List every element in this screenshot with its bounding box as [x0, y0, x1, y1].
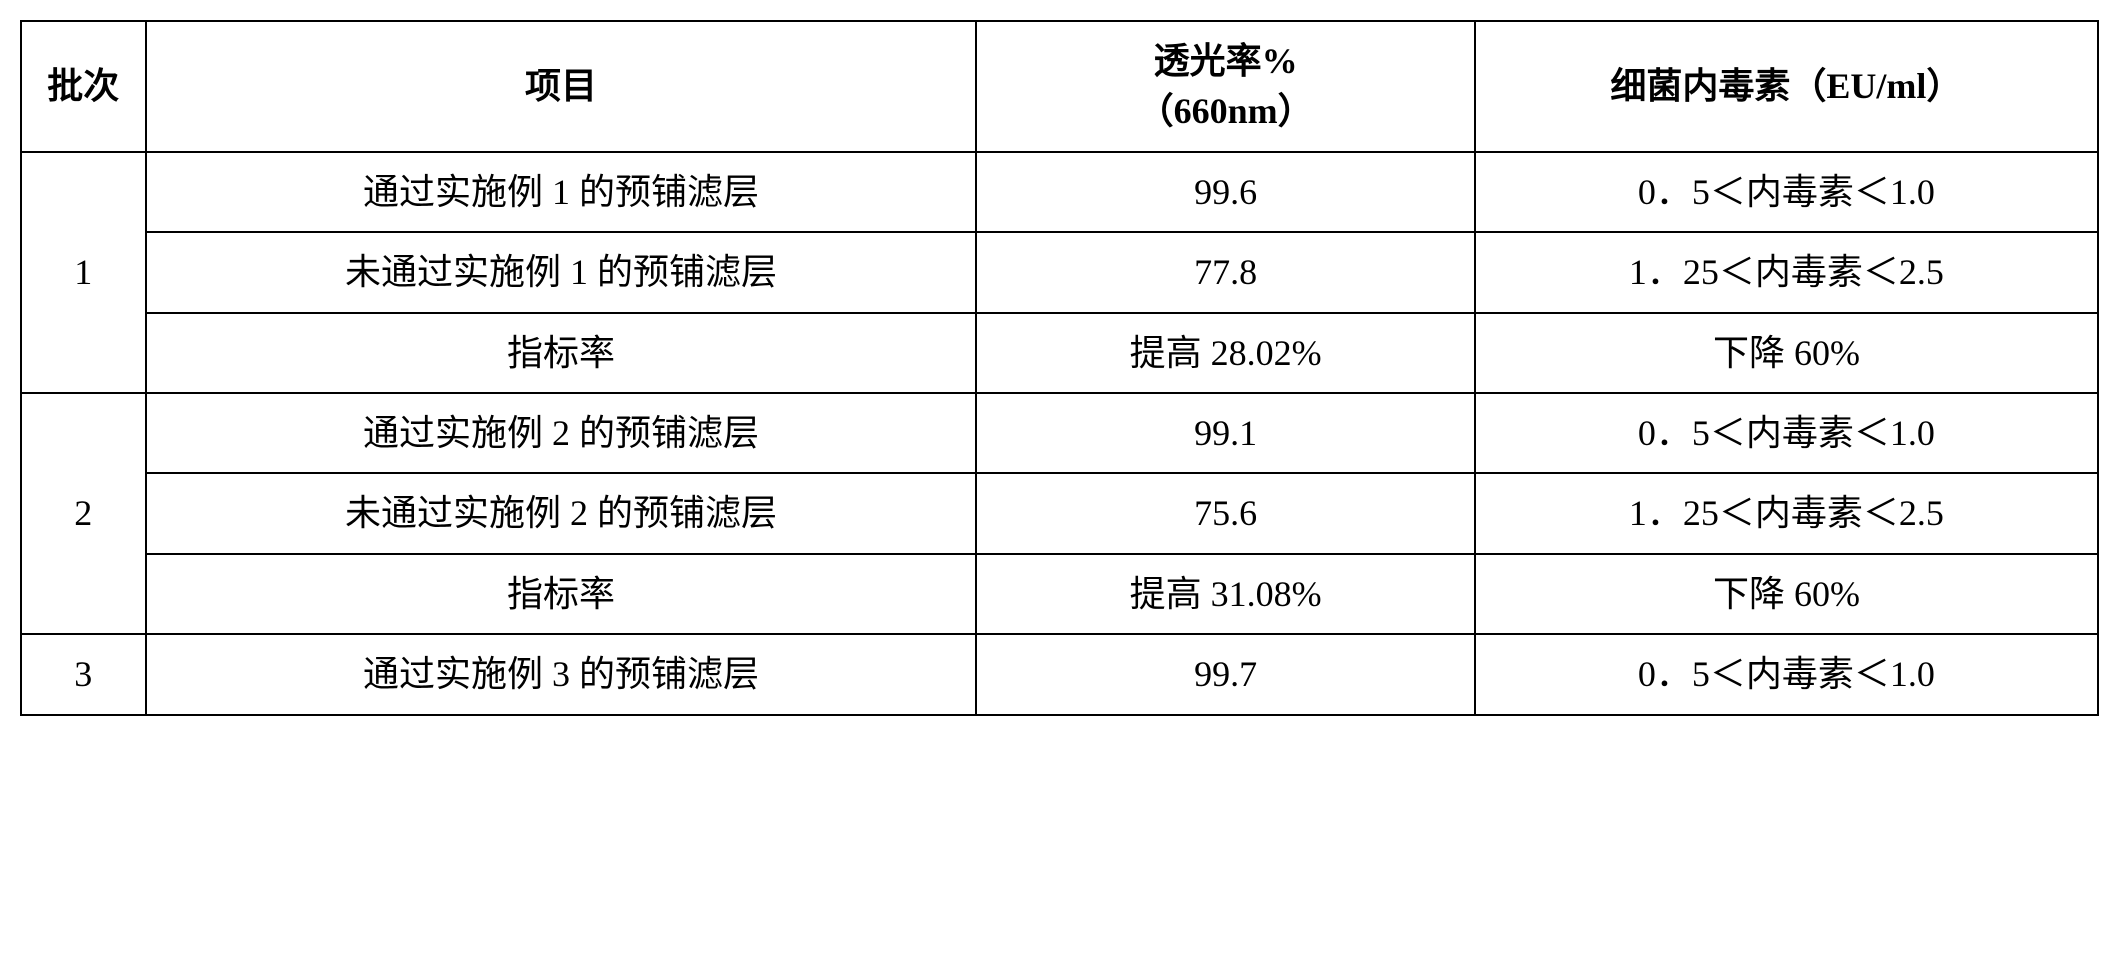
endo-cell: 下降 60%: [1475, 554, 2098, 634]
endo-cell: 1．25＜内毒素＜2.5: [1475, 473, 2098, 553]
table-body: 1 通过实施例 1 的预铺滤层 99.6 0．5＜内毒素＜1.0 未通过实施例 …: [21, 152, 2098, 715]
batch-cell: 3: [21, 634, 146, 714]
endo-cell: 0．5＜内毒素＜1.0: [1475, 393, 2098, 473]
table-row: 未通过实施例 2 的预铺滤层 75.6 1．25＜内毒素＜2.5: [21, 473, 2098, 553]
item-cell: 通过实施例 2 的预铺滤层: [146, 393, 977, 473]
header-transmittance-line1: 透光率%: [1154, 41, 1298, 81]
header-endotoxin: 细菌内毒素（EU/ml）: [1475, 21, 2098, 152]
table-row: 未通过实施例 1 的预铺滤层 77.8 1．25＜内毒素＜2.5: [21, 232, 2098, 312]
item-cell: 通过实施例 1 的预铺滤层: [146, 152, 977, 232]
header-transmittance-line2: （660nm）: [1138, 91, 1314, 131]
batch-cell: 2: [21, 393, 146, 634]
header-transmittance: 透光率% （660nm）: [976, 21, 1474, 152]
table-row: 2 通过实施例 2 的预铺滤层 99.1 0．5＜内毒素＜1.0: [21, 393, 2098, 473]
trans-cell: 77.8: [976, 232, 1474, 312]
trans-cell: 99.7: [976, 634, 1474, 714]
data-table: 批次 项目 透光率% （660nm） 细菌内毒素（EU/ml） 1 通过实施例 …: [20, 20, 2099, 716]
trans-cell: 提高 28.02%: [976, 313, 1474, 393]
table-row: 1 通过实施例 1 的预铺滤层 99.6 0．5＜内毒素＜1.0: [21, 152, 2098, 232]
batch-cell: 1: [21, 152, 146, 393]
endo-cell: 0．5＜内毒素＜1.0: [1475, 152, 2098, 232]
item-cell: 通过实施例 3 的预铺滤层: [146, 634, 977, 714]
trans-cell: 99.1: [976, 393, 1474, 473]
trans-cell: 75.6: [976, 473, 1474, 553]
item-cell: 指标率: [146, 554, 977, 634]
endo-cell: 下降 60%: [1475, 313, 2098, 393]
item-cell: 未通过实施例 1 的预铺滤层: [146, 232, 977, 312]
item-cell: 未通过实施例 2 的预铺滤层: [146, 473, 977, 553]
table-row: 指标率 提高 31.08% 下降 60%: [21, 554, 2098, 634]
trans-cell: 99.6: [976, 152, 1474, 232]
header-item: 项目: [146, 21, 977, 152]
item-cell: 指标率: [146, 313, 977, 393]
header-row: 批次 项目 透光率% （660nm） 细菌内毒素（EU/ml）: [21, 21, 2098, 152]
endo-cell: 1．25＜内毒素＜2.5: [1475, 232, 2098, 312]
table-row: 指标率 提高 28.02% 下降 60%: [21, 313, 2098, 393]
endo-cell: 0．5＜内毒素＜1.0: [1475, 634, 2098, 714]
trans-cell: 提高 31.08%: [976, 554, 1474, 634]
table-row: 3 通过实施例 3 的预铺滤层 99.7 0．5＜内毒素＜1.0: [21, 634, 2098, 714]
header-batch: 批次: [21, 21, 146, 152]
